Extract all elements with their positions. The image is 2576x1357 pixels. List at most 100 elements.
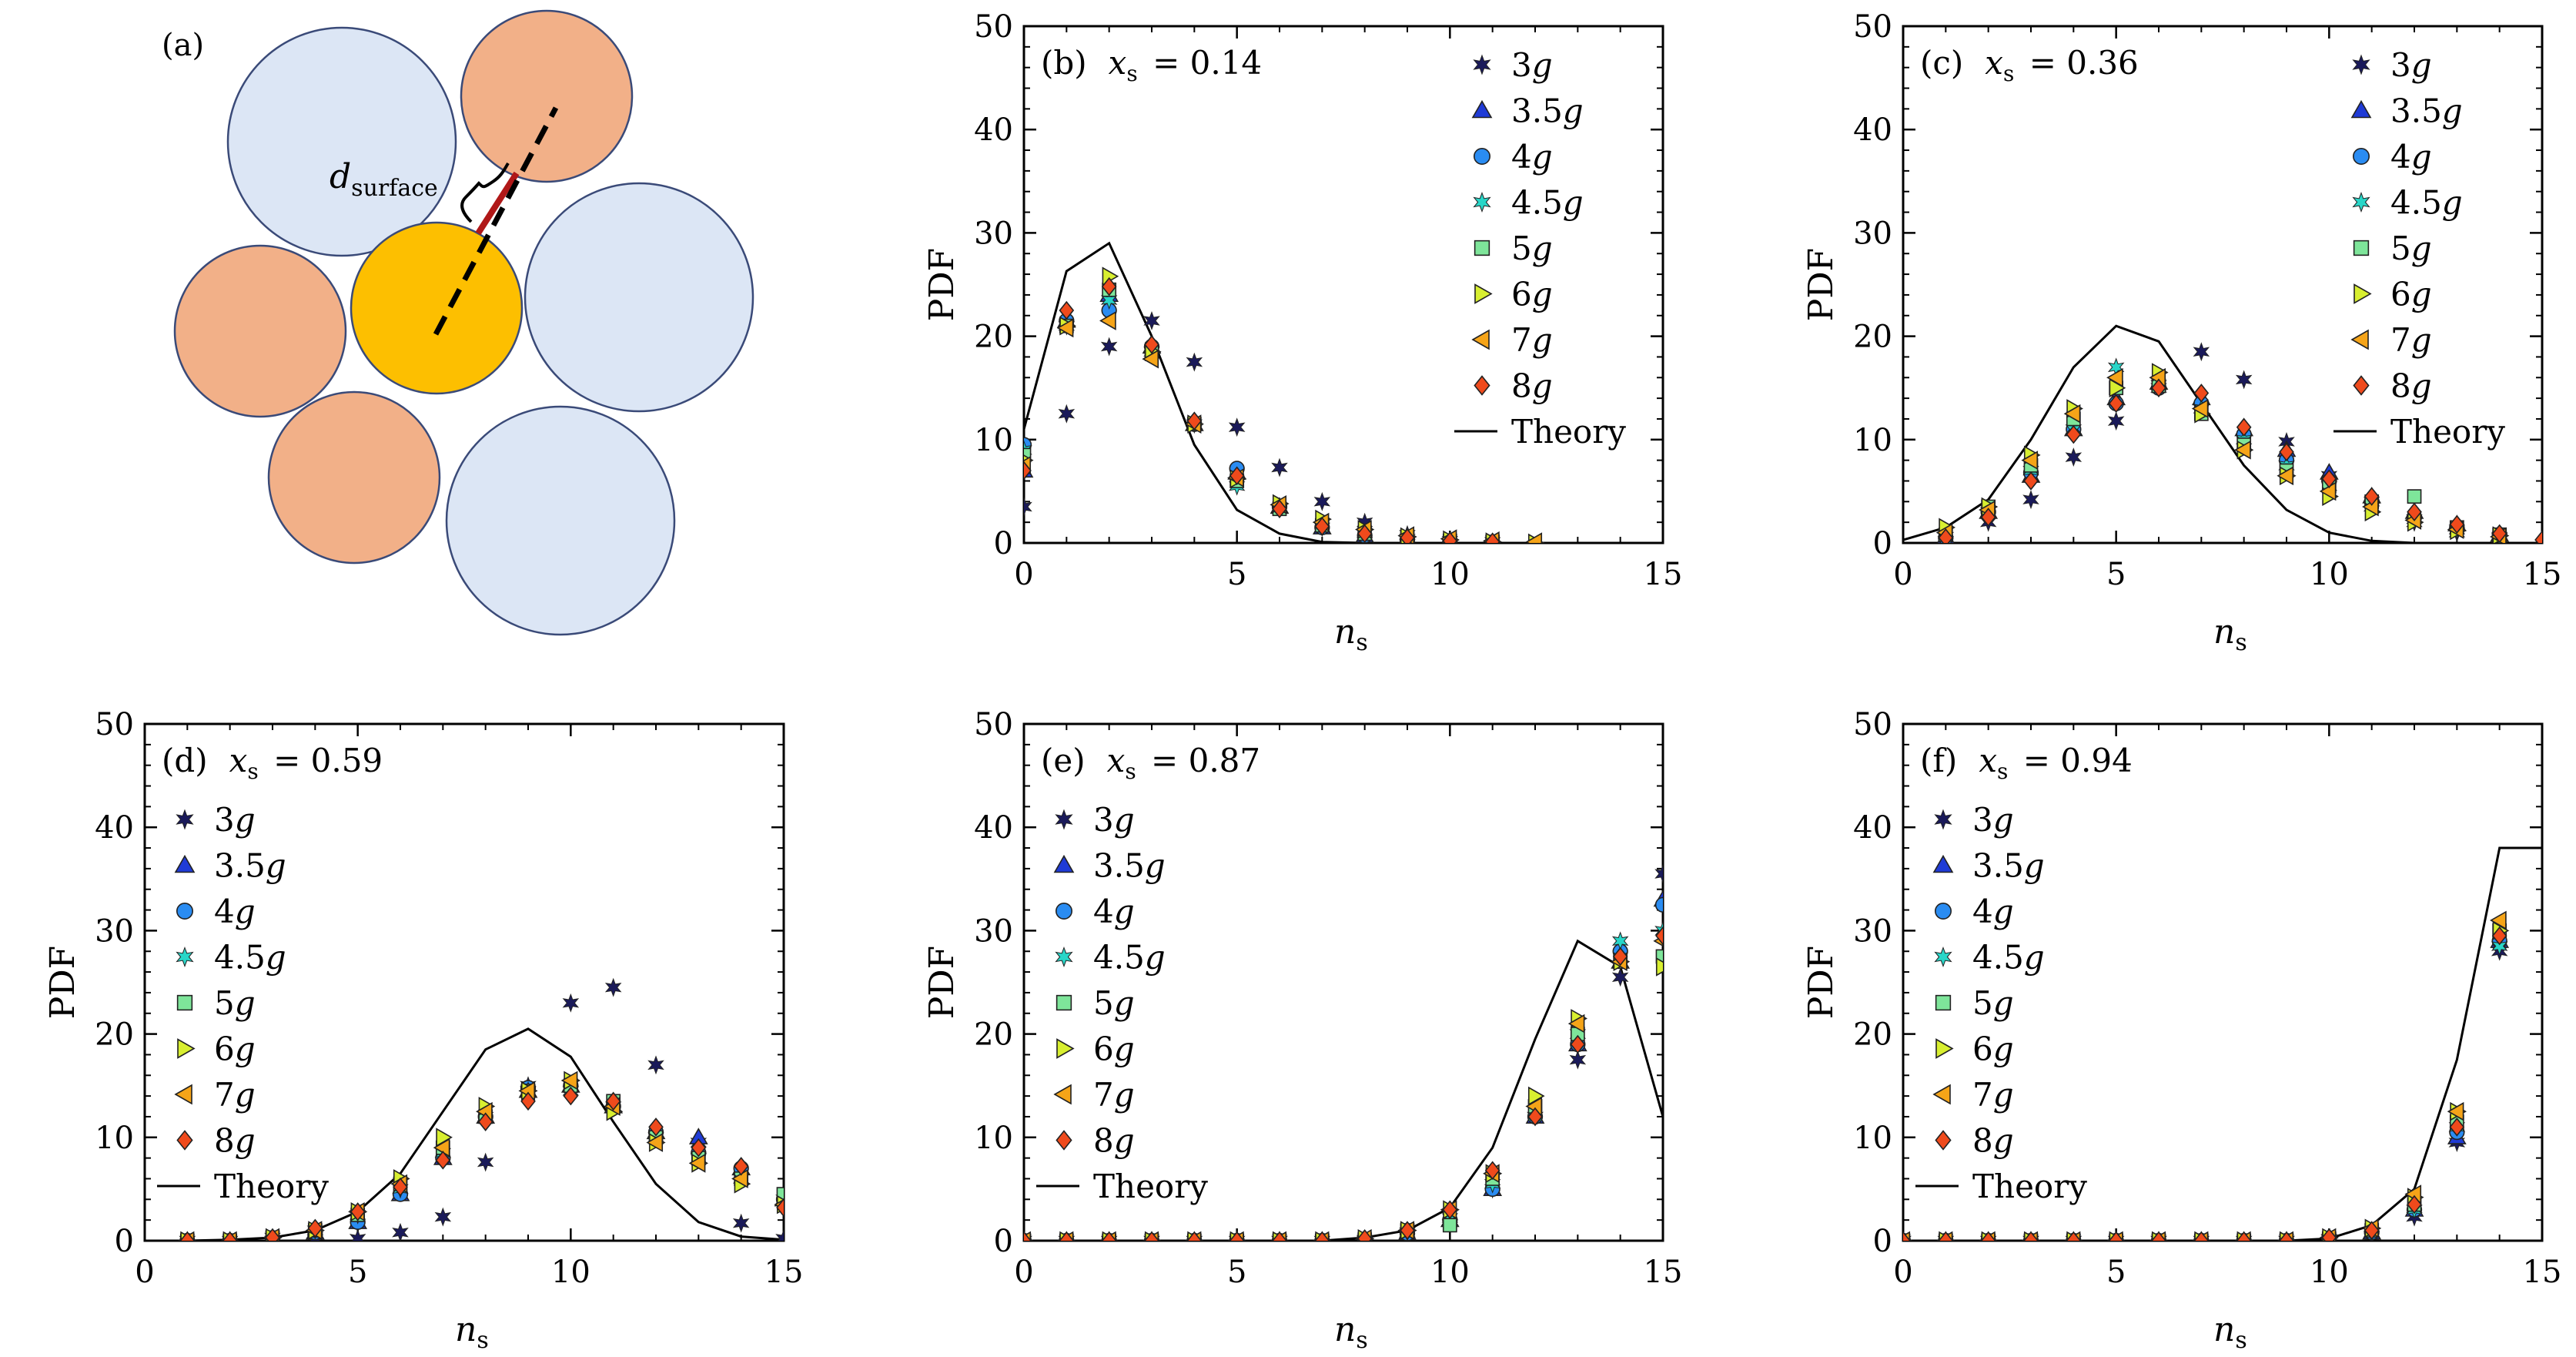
legend-number: 4: [1972, 893, 1993, 930]
data-point-8g: [1024, 1231, 1032, 1241]
data-point-8g: [2534, 530, 2542, 543]
data-point-3g: [1271, 457, 1288, 477]
x-tick-label: 15: [764, 1255, 804, 1290]
legend-label: 7g: [1093, 1076, 1135, 1114]
data-point-4.5g: [1100, 290, 1118, 310]
y-tick-label: 40: [1853, 112, 1892, 148]
legend-label: 4g: [1511, 138, 1553, 176]
x-tick-label: 15: [2523, 557, 2562, 592]
plot-area: [1024, 864, 1663, 1241]
legend-unit: g: [1993, 801, 2014, 839]
legend-marker-4g: [1055, 903, 1073, 920]
legend-number: 8: [2390, 367, 2411, 405]
legend-label: 4.5g: [1093, 939, 1166, 977]
data-point-8g: [1980, 508, 1996, 527]
legend-unit: g: [235, 893, 256, 930]
panel-label: (d): [162, 742, 208, 779]
data-point-8g: [2193, 1231, 2210, 1241]
data-point-3g: [604, 977, 622, 997]
x-tick-label: 10: [1430, 557, 1470, 592]
data-point-8g: [2407, 502, 2422, 522]
data-point-8g: [1272, 499, 1287, 518]
data-point-5g: [1442, 1218, 1457, 1233]
data-point-8g: [1442, 1200, 1458, 1220]
legend-marker-4.5g: [1055, 947, 1073, 967]
legend-marker-6g: [1056, 1038, 1075, 1059]
x-axis-label-sub: s: [1356, 1327, 1367, 1354]
xs-subscript: s: [1125, 759, 1136, 784]
data-point-8g: [648, 1117, 664, 1137]
legend-label: 3.5g: [2390, 92, 2463, 130]
legend-unit: g: [2411, 46, 2432, 84]
legend-unit: g: [1532, 321, 1553, 359]
legend-marker-4g: [1474, 148, 1491, 166]
legend-theory-label: Theory: [2390, 413, 2505, 451]
legend-label: 5g: [1093, 984, 1135, 1022]
legend-unit: g: [235, 1076, 256, 1114]
data-point-3g: [1024, 497, 1032, 517]
y-tick-label: 30: [974, 913, 1013, 949]
data-point-8g: [691, 1138, 707, 1158]
data-point-8g: [350, 1202, 366, 1221]
data-point-8g: [1272, 1231, 1287, 1241]
xs-equals: =: [2012, 742, 2060, 779]
x-axis-label: ns: [2213, 612, 2247, 656]
legend-label: 4.5g: [2390, 184, 2463, 222]
legend-label: 4.5g: [1511, 184, 1584, 222]
legend-label: 8g: [2390, 367, 2432, 405]
legend-unit: g: [2411, 321, 2432, 359]
legend-label: 4g: [1972, 893, 2014, 930]
data-point-8g: [1357, 1229, 1373, 1241]
y-axis-label: PDF: [1802, 946, 1841, 1019]
y-tick-label: 40: [974, 810, 1013, 846]
data-point-7g: [688, 1153, 706, 1173]
legend-number: 8: [1093, 1122, 1114, 1160]
data-point-7g: [2063, 404, 2081, 424]
surface-distance-brace: [460, 162, 510, 223]
data-point-8g: [2023, 471, 2039, 491]
panel-a-schematic: (a) dsurface: [162, 9, 754, 636]
data-point-3g: [562, 993, 580, 1013]
legend-number: 3: [214, 801, 235, 839]
data-point-3g: [1100, 337, 1118, 357]
data-point-8g: [2321, 1228, 2337, 1241]
legend-number: 4: [2390, 138, 2411, 176]
legend-number: 7: [1972, 1076, 1993, 1114]
data-point-4.5g: [1654, 920, 1663, 940]
data-point-8g: [1101, 276, 1117, 297]
legend-unit: g: [1563, 184, 1584, 222]
panel-label: (e): [1041, 742, 1086, 779]
legend-marker-3.5g: [1932, 854, 1954, 873]
data-point-8g: [2364, 487, 2380, 506]
y-tick-label: 30: [1853, 913, 1892, 949]
series-4g: [1024, 302, 1500, 543]
legend-label: 5g: [1972, 984, 2014, 1022]
y-axis-label: PDF: [43, 946, 82, 1019]
legend-label: 3g: [214, 801, 256, 839]
x-tick-label: 15: [1644, 557, 1683, 592]
small-particle: [460, 9, 634, 183]
legend-number: 5: [1511, 230, 1532, 267]
legend-number: 4.5: [2390, 184, 2442, 222]
legend-label: 3g: [1093, 801, 1135, 839]
data-point-3g: [2065, 447, 2083, 467]
y-tick-label: 20: [974, 320, 1013, 355]
data-point-3g: [775, 1228, 784, 1241]
legend-label: 5g: [1511, 230, 1553, 267]
data-point-8g: [1059, 300, 1075, 320]
data-point-3g: [1313, 491, 1331, 511]
y-tick-label: 0: [994, 1224, 1013, 1259]
legend-marker-8g: [2353, 375, 2370, 396]
x-axis-label: ns: [2213, 1310, 2247, 1354]
data-point-8g: [733, 1157, 749, 1176]
data-point-8g: [393, 1177, 408, 1197]
data-point-8g: [435, 1151, 451, 1170]
legend-marker-8g: [1055, 1130, 1072, 1151]
data-point-8g: [1612, 947, 1628, 967]
legend-marker-7g: [1932, 1084, 1951, 1105]
data-point-8g: [1144, 335, 1159, 354]
y-tick-label: 10: [974, 1121, 1013, 1156]
legend-unit: g: [1114, 893, 1135, 930]
legend-number: 7: [214, 1076, 235, 1114]
